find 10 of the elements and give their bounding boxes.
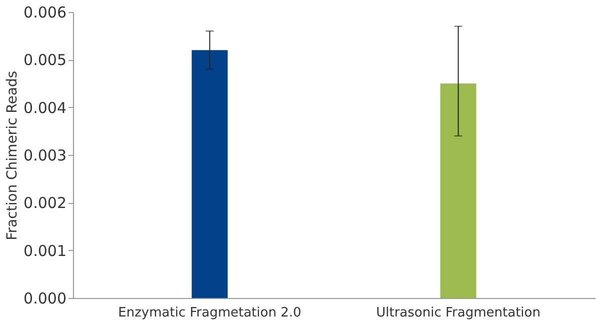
y-tick-label: 0.005 [24, 51, 66, 70]
y-tick-label: 0.001 [24, 242, 66, 260]
y-tick-label: 0.006 [24, 4, 66, 22]
y-tick-label: 0.004 [24, 98, 66, 117]
x-tick-label: Ultrasonic Fragmentation [376, 306, 540, 320]
y-tick-label: 0.003 [24, 146, 66, 164]
y-tick-label: 0.002 [24, 194, 66, 212]
x-tick-label: Enzymatic Fragmetation 2.0 [118, 306, 302, 320]
y-tick-label: 0.000 [24, 290, 66, 308]
y-axis-title: Fraction Chimeric Reads [4, 70, 21, 240]
